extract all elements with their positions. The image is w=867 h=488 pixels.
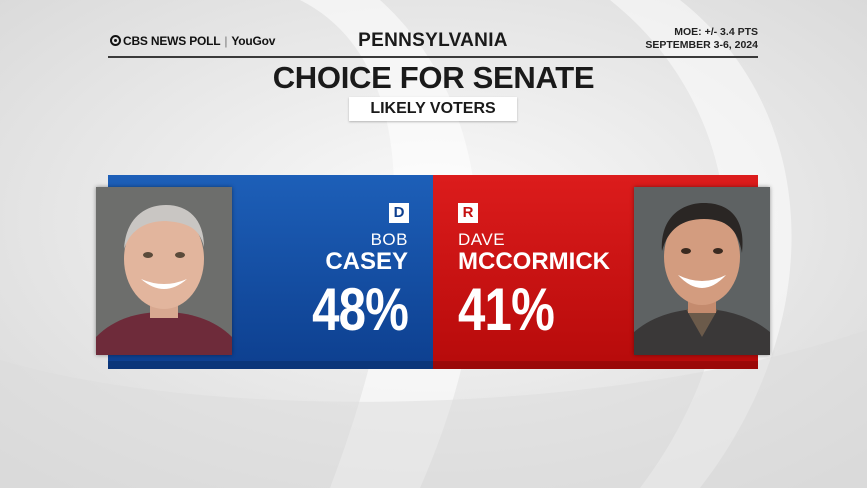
header-bar: CBS NEWS POLL | YouGov PENNSYLVANIA MOE: +…: [108, 26, 758, 58]
party-badge-republican: R: [458, 203, 478, 223]
margin-of-error: MOE: +/- 3.4 PTS: [674, 26, 758, 38]
cbs-yougov-logo: CBS NEWS POLL | YouGov: [110, 34, 275, 48]
brand-label: CBS NEWS POLL: [123, 34, 221, 48]
candidate-last-name: CASEY: [325, 248, 408, 275]
candidate-percentage: 41%: [458, 276, 555, 343]
candidate-photo-mccormick: [634, 187, 770, 355]
partner-label: YouGov: [231, 34, 276, 48]
party-badge-democrat: D: [389, 203, 409, 223]
state-title: PENNSYLVANIA: [358, 30, 508, 51]
candidate-first-name: DAVE: [458, 230, 506, 249]
page-title: CHOICE FOR SENATE: [272, 60, 595, 95]
cbs-eye-icon: [110, 35, 121, 46]
candidate-percentage: 48%: [311, 276, 409, 343]
subtitle-badge: LIKELY VOTERS: [349, 97, 517, 121]
candidate-first-name: BOB: [370, 230, 408, 249]
poll-meta: MOE: +/- 3.4 PTS SEPTEMBER 3-6, 2024: [645, 26, 758, 52]
candidate-photo-casey: [96, 187, 232, 355]
candidate-last-name: MCCORMICK: [458, 248, 610, 275]
poll-dates: SEPTEMBER 3-6, 2024: [645, 39, 758, 51]
